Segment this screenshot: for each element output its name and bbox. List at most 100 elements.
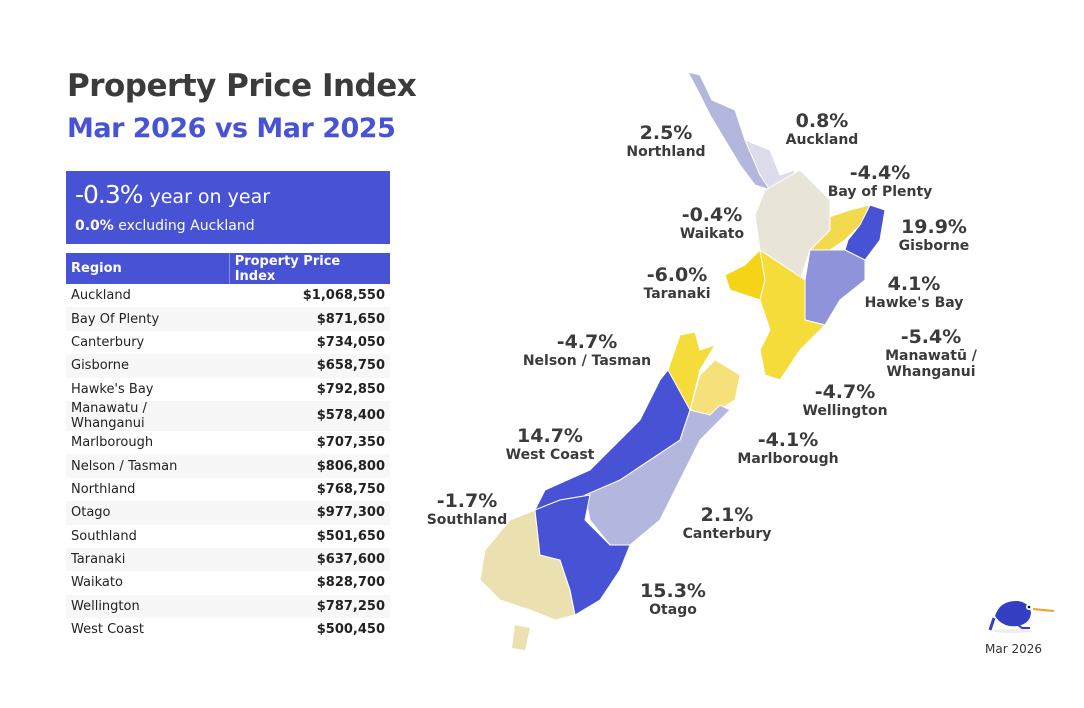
- change-value: -5.4%: [900, 326, 962, 348]
- change-value: -4.7%: [814, 381, 876, 403]
- region-cell: Northland: [71, 481, 136, 497]
- region-name: Waikato: [679, 226, 745, 242]
- region-label: -1.7% Southland: [377, 490, 557, 528]
- region-label: 2.5% Northland: [576, 122, 756, 160]
- index-cell: $637,600: [229, 547, 390, 572]
- table-row: Nelson / Tasman $806,800: [66, 454, 390, 478]
- change-value: 14.7%: [517, 425, 583, 447]
- region-label: -5.4% Manawatū / Whanganui: [841, 326, 1021, 380]
- region-cell: Bay Of Plenty: [66, 307, 230, 331]
- table-row: Marlborough $707,350: [66, 431, 390, 454]
- header-index[interactable]: Property Price Index: [228, 253, 390, 284]
- kpi-ex-value: 0.0%: [75, 218, 114, 234]
- region-cell: Gisborne: [66, 354, 230, 378]
- table-row: Manawatu / Whanganui $578,400: [66, 400, 390, 431]
- region-manawat-whanganui[interactable]: [759, 248, 826, 381]
- change-value: -6.0%: [646, 264, 708, 286]
- region-stewart-island[interactable]: [512, 625, 530, 650]
- region-label: -4.7% Wellington: [755, 381, 935, 419]
- region-name: Hawke's Bay: [864, 295, 964, 311]
- index-cell: $707,350: [316, 435, 385, 451]
- region-name: Northland: [626, 144, 706, 160]
- region-label: 14.7% West Coast: [460, 425, 640, 463]
- region-name: Nelson / Tasman: [522, 353, 652, 369]
- change-value: -4.7%: [556, 331, 618, 353]
- region-name: Taranaki: [643, 286, 711, 302]
- region-name: Bay of Plenty: [827, 184, 933, 200]
- table-row: Hawke's Bay $792,850: [66, 378, 390, 401]
- index-cell: $500,450: [316, 622, 385, 638]
- change-value: 2.5%: [639, 122, 693, 144]
- change-value: 4.1%: [887, 273, 941, 295]
- index-cell: $792,850: [316, 381, 385, 397]
- index-cell: $1,068,550: [302, 288, 385, 304]
- region-label: 19.9% Gisborne: [844, 216, 1024, 254]
- index-cell: $787,250: [229, 594, 390, 619]
- table-row: Otago $977,300: [66, 501, 390, 525]
- table-row: Bay Of Plenty $871,650: [66, 307, 390, 331]
- region-label: 0.8% Auckland: [732, 110, 912, 148]
- index-cell: $734,050: [316, 334, 385, 350]
- region-label: -4.4% Bay of Plenty: [790, 162, 970, 200]
- table-row: Southland $501,650: [66, 525, 390, 548]
- region-cell: Taranaki: [66, 547, 230, 572]
- region-label: 4.1% Hawke's Bay: [824, 273, 1004, 311]
- change-value: 2.1%: [700, 504, 754, 526]
- region-label: -0.4% Waikato: [622, 204, 802, 242]
- table-row: Northland $768,750: [66, 478, 390, 501]
- region-name: Gisborne: [898, 238, 970, 254]
- region-label: -4.7% Nelson / Tasman: [497, 331, 677, 369]
- region-name: Auckland: [785, 132, 859, 148]
- index-cell: $578,400: [229, 400, 390, 431]
- index-cell: $658,750: [229, 354, 390, 378]
- region-cell: Southland: [71, 528, 137, 544]
- region-label: 2.1% Canterbury: [637, 504, 817, 542]
- table-row: Taranaki $637,600: [66, 547, 390, 572]
- index-cell: $806,800: [229, 454, 390, 478]
- region-canterbury[interactable]: [584, 404, 731, 546]
- header-region[interactable]: Region: [66, 253, 230, 284]
- kpi-value-text: year on year: [149, 186, 271, 208]
- region-label: -4.1% Marlborough: [698, 429, 878, 467]
- region-cell: Waikato: [71, 575, 123, 591]
- region-otago[interactable]: [534, 494, 631, 616]
- table-row: Gisborne $658,750: [66, 354, 390, 378]
- index-cell: $501,650: [316, 528, 385, 544]
- region-waikato[interactable]: [754, 169, 831, 281]
- region-label: 15.3% Otago: [583, 580, 763, 618]
- table-row: Wellington $787,250: [66, 594, 390, 619]
- region-name: Wellington: [802, 403, 888, 419]
- page-title: Property Price Index: [67, 68, 417, 104]
- change-value: 15.3%: [640, 580, 706, 602]
- table-row: Canterbury $734,050: [66, 331, 390, 354]
- index-cell: $828,700: [316, 575, 385, 591]
- region-cell: Nelson / Tasman: [66, 454, 230, 478]
- page-subtitle: Mar 2026 vs Mar 2025: [67, 113, 396, 144]
- footer-date: Mar 2026: [985, 642, 1042, 656]
- index-cell: $977,300: [229, 501, 390, 525]
- region-name: Southland: [426, 512, 508, 528]
- change-value: -4.1%: [757, 429, 819, 451]
- change-value: 19.9%: [901, 216, 967, 238]
- region-label: -6.0% Taranaki: [587, 264, 767, 302]
- table-row: Auckland $1,068,550: [66, 284, 390, 307]
- region-name: Marlborough: [737, 451, 839, 467]
- region-cell: Marlborough: [71, 435, 154, 451]
- table-row: Waikato $828,700: [66, 571, 390, 594]
- table-row: West Coast $500,450: [66, 618, 390, 641]
- kpi-card: -0.3% year on year 0.0% excluding Auckla…: [66, 171, 390, 244]
- change-value: -0.4%: [681, 204, 743, 226]
- region-name: Canterbury: [682, 526, 772, 542]
- region-cell: Manawatu / Whanganui: [66, 400, 230, 431]
- change-value: -4.4%: [849, 162, 911, 184]
- index-cell: $768,750: [316, 481, 385, 497]
- region-cell: Canterbury: [71, 334, 145, 350]
- region-name: West Coast: [505, 447, 595, 463]
- change-value: 0.8%: [795, 110, 849, 132]
- kpi-value: -0.3%: [75, 180, 144, 209]
- region-name: Manawatū / Whanganui: [885, 348, 977, 380]
- kpi-ex-text: excluding Auckland: [118, 218, 255, 234]
